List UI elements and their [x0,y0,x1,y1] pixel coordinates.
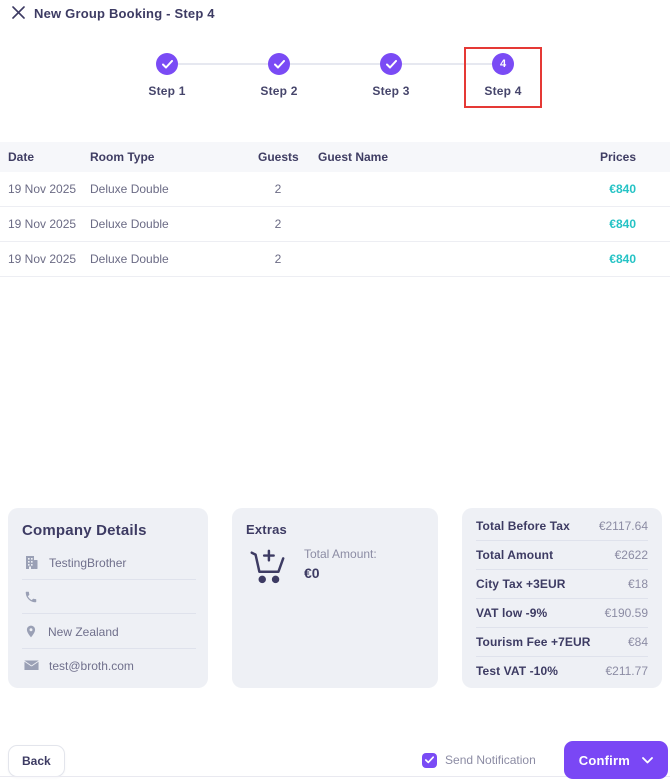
step-4-number: 4 [499,58,507,70]
send-notification-checkbox[interactable] [422,752,438,768]
location-pin-icon [26,625,36,638]
step-indicator: Step 1 Step 2 Step 3 4 Step 4 [0,47,670,108]
cell-date: 19 Nov 2025 [8,182,77,196]
col-header-prices: Prices [599,150,636,164]
cell-price: €840 [609,217,636,231]
back-button[interactable]: Back [8,745,65,777]
city-tax-row: City Tax +3EUR €18 [476,570,648,599]
check-icon [425,756,435,764]
step-3[interactable]: Step 3 [290,47,447,98]
step-4-number-badge: 4 [492,53,514,75]
col-header-guests: Guests [258,150,299,164]
col-header-room-type: Room Type [90,150,155,164]
company-name: TestingBrother [49,555,127,570]
total-label: Tourism Fee +7EUR [476,634,591,649]
building-icon [26,556,38,569]
company-location: New Zealand [48,624,119,639]
step-1-label: Step 1 [148,84,186,98]
add-to-cart-icon [250,549,285,584]
tourism-fee-row: Tourism Fee +7EUR €84 [476,628,648,657]
confirm-button-label: Confirm [578,752,630,768]
total-value: €190.59 [604,605,648,620]
bottom-divider [0,776,670,777]
step-3-label: Step 3 [372,84,410,98]
col-header-date: Date [8,150,35,164]
table-row[interactable]: 19 Nov 2025 Deluxe Double 2 €840 [0,242,670,277]
total-value: €84 [627,634,648,649]
total-label: Test VAT -10% [476,663,558,678]
cell-price: €840 [609,182,636,196]
total-value: €18 [627,576,648,591]
step-2[interactable]: Step 2 [178,47,335,98]
cell-room-type: Deluxe Double [90,252,169,266]
cell-date: 19 Nov 2025 [8,217,77,231]
step-4-current[interactable]: 4 Step 4 [402,47,559,108]
summary-cards: Company Details TestingBrother New Zeala… [8,508,662,688]
cell-date: 19 Nov 2025 [8,252,77,266]
send-notification-label[interactable]: Send Notification [445,753,536,767]
cell-room-type: Deluxe Double [90,182,169,196]
totals-card: Total Before Tax €2117.64 Total Amount €… [462,508,662,688]
extras-title: Extras [246,522,287,537]
total-value: €211.77 [605,663,649,678]
total-label: Total Before Tax [476,518,570,533]
extras-total: Total Amount: €0 [304,547,377,581]
chevron-down-icon[interactable] [642,756,653,764]
total-before-tax-row: Total Before Tax €2117.64 [476,512,648,541]
phone-icon [25,591,37,603]
company-name-row: TestingBrother [22,545,196,580]
table-header-row: Date Room Type Guests Guest Name Prices [0,142,670,172]
company-email: test@broth.com [49,659,134,673]
cell-room-type: Deluxe Double [90,217,169,231]
step-1-check-icon [156,53,178,75]
extras-card: Extras Total Amount: €0 [232,508,438,688]
total-value: €2117.64 [598,518,648,533]
step-1[interactable]: Step 1 [111,47,223,98]
cell-price: €840 [609,252,636,266]
company-phone-row [22,580,196,614]
table-row[interactable]: 19 Nov 2025 Deluxe Double 2 €840 [0,172,670,207]
cell-guests: 2 [274,252,282,266]
booking-table: Date Room Type Guests Guest Name Prices … [0,142,670,277]
company-email-row: test@broth.com [22,649,196,682]
close-icon[interactable] [9,6,27,24]
step-2-label: Step 2 [260,84,298,98]
extras-total-label: Total Amount: [304,547,377,561]
cell-guests: 2 [274,217,282,231]
test-vat-row: Test VAT -10% €211.77 [476,657,648,685]
vat-low-row: VAT low -9% €190.59 [476,599,648,628]
table-row[interactable]: 19 Nov 2025 Deluxe Double 2 €840 [0,207,670,242]
footer-actions: Send Notification Confirm [422,741,668,779]
company-location-row: New Zealand [22,614,196,649]
page-title: New Group Booking - Step 4 [34,6,215,21]
total-label: VAT low -9% [476,605,548,620]
total-label: City Tax +3EUR [476,576,566,591]
step-2-check-icon [268,53,290,75]
total-label: Total Amount [476,547,554,562]
step-4-label: Step 4 [484,84,522,98]
extras-total-value: €0 [304,565,320,581]
col-header-guest-name: Guest Name [318,150,389,164]
cell-guests: 2 [274,182,282,196]
confirm-button[interactable]: Confirm [563,741,668,779]
step-3-check-icon [380,53,402,75]
mail-icon [24,660,39,671]
company-details-card: Company Details TestingBrother New Zeala… [8,508,208,688]
total-amount-row: Total Amount €2622 [476,541,648,570]
company-details-title: Company Details [22,522,147,539]
total-value: €2622 [614,547,648,562]
